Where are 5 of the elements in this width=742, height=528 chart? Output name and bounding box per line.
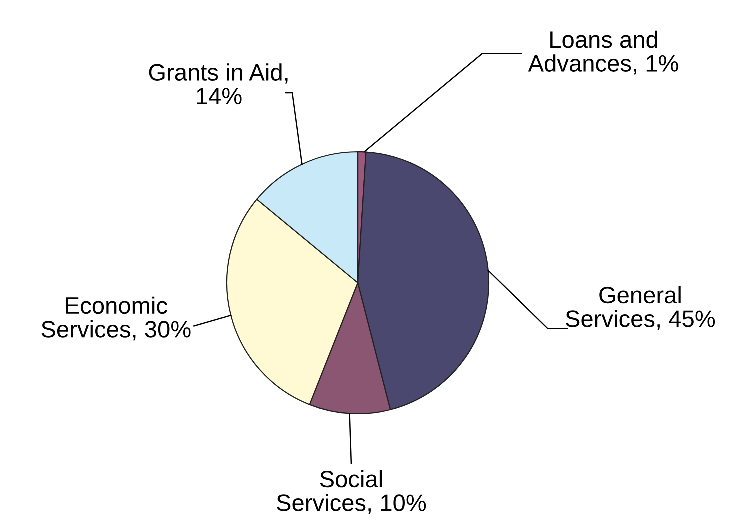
slice-label: Grants in Aid, 14%: [149, 64, 288, 105]
slice-label: Economic Services, 30%: [42, 296, 191, 341]
slice-label: Social Services, 10%: [277, 470, 426, 514]
slice-label: Loans and Advances, 1%: [528, 30, 678, 75]
slice-label: General Services, 45%: [566, 286, 716, 330]
